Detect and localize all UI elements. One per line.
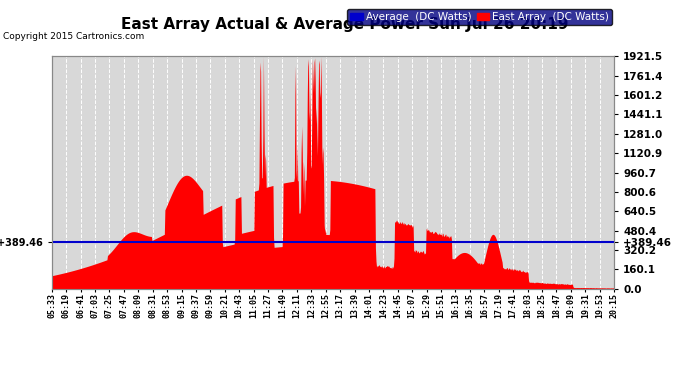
- Legend: Average  (DC Watts), East Array  (DC Watts): Average (DC Watts), East Array (DC Watts…: [347, 9, 612, 25]
- Text: Copyright 2015 Cartronics.com: Copyright 2015 Cartronics.com: [3, 32, 145, 41]
- Text: East Array Actual & Average Power Sun Jul 26 20:19: East Array Actual & Average Power Sun Ju…: [121, 17, 569, 32]
